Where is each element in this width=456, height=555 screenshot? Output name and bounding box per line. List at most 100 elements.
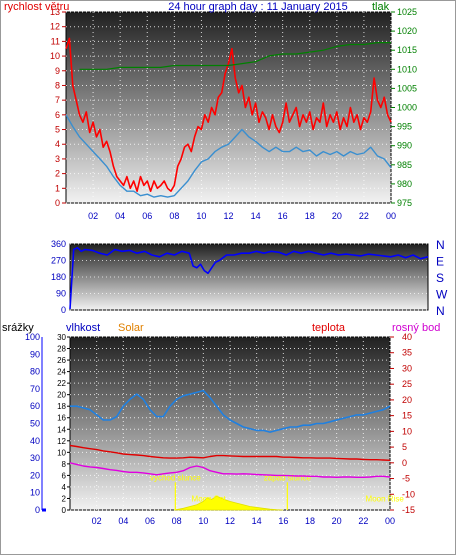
climate-x-tick-label: 04 (118, 516, 128, 526)
direction-panel-background (69, 243, 429, 311)
pressure-axis-tick-label: 985 (397, 160, 412, 170)
wind-axis-tick-label: 13 (50, 7, 60, 17)
wind-panel-background (65, 11, 392, 204)
pressure-line (79, 41, 391, 70)
precip-axis-title: srážky (2, 322, 34, 334)
climate-x-tick-label: 06 (145, 516, 155, 526)
humidity-axis-tick-label: 16 (57, 414, 66, 423)
climate-x-tick-label: 12 (225, 516, 235, 526)
wind-x-tick-label: 10 (196, 211, 206, 221)
humidity-axis-tick-label: 22 (57, 379, 66, 388)
wind-x-tick-label: 22 (359, 211, 369, 221)
humidity-axis-tick-label: 18 (57, 402, 66, 411)
wind-direction-line (69, 246, 429, 310)
wind-x-tick-label: 08 (169, 211, 179, 221)
precip-axis-tick-label: 100 (25, 332, 40, 342)
dewpoint-axis-title: rosný bod (392, 322, 440, 334)
precip-axis-tick-label: 40 (30, 436, 40, 446)
precip-axis-tick-label: 70 (30, 384, 40, 394)
wind-x-tick-label: 16 (278, 211, 288, 221)
temp-axis-tick-label: 15 (402, 411, 412, 421)
humidity-axis-tick-label: 4 (62, 483, 67, 492)
climate-x-tick-label: 00 (385, 516, 395, 526)
chart-title: 24 hour graph day : 11 January 2015 (168, 1, 348, 13)
humidity-axis-tick-label: 8 (62, 460, 67, 469)
wind-x-tick-label: 18 (305, 211, 315, 221)
temp-axis-tick-label: -15 (402, 505, 415, 515)
humidity-axis-tick-label: 2 (62, 494, 67, 503)
solar-area (173, 495, 284, 511)
precip-axis-tick-label: 20 (30, 470, 40, 480)
wind-x-tick-label: 12 (223, 211, 233, 221)
temp-axis-tick-label: 35 (402, 348, 412, 358)
temp-axis-tick-label: 0 (402, 458, 407, 468)
compass-label: E (436, 255, 444, 269)
wind-axis-tick-label: 9 (55, 66, 60, 76)
compass-label: S (436, 271, 444, 285)
direction-axis-tick-label: 360 (51, 239, 66, 249)
direction-axis-tick-label: 0 (61, 305, 66, 315)
wind-x-tick-label: 06 (142, 211, 152, 221)
temp-axis-tick-label: 20 (402, 395, 412, 405)
pressure-axis-tick-label: 975 (397, 198, 412, 208)
precip-axis-tick-label: 60 (30, 401, 40, 411)
pressure-axis-tick-label: 1010 (397, 64, 417, 74)
temp-axis-tick-label: -10 (402, 489, 415, 499)
dewpoint-line (69, 462, 391, 478)
wind-average-line (65, 114, 392, 198)
precip-axis-tick-label: 30 (30, 453, 40, 463)
pressure-axis-tick-label: 990 (397, 141, 412, 151)
solar-axis-title: Solar (118, 322, 144, 334)
wind-x-tick-label: 20 (332, 211, 342, 221)
precip-axis-tick-label: 50 (30, 419, 40, 429)
humidity-axis-tick-label: 30 (57, 333, 66, 342)
precip-axis-tick-label: 90 (30, 349, 40, 359)
sun-event-label: východ slunce (150, 474, 201, 483)
pressure-axis-tick-label: 1025 (397, 7, 417, 17)
humidity-axis-tick-label: 10 (57, 448, 66, 457)
humidity-axis-tick-label: 28 (57, 345, 66, 354)
wind-axis-tick-label: 6 (55, 110, 60, 120)
humidity-axis-tick-label: 12 (57, 437, 66, 446)
climate-x-tick-label: 18 (305, 516, 315, 526)
temp-axis-tick-label: 5 (402, 442, 407, 452)
climate-x-tick-label: 02 (92, 516, 102, 526)
pressure-axis-tick-label: 1015 (397, 45, 417, 55)
wind-axis-tick-label: 0 (55, 198, 60, 208)
temp-axis-tick-label: 10 (402, 426, 412, 436)
climate-panel-background (69, 336, 391, 511)
climate-x-tick-label: 16 (278, 516, 288, 526)
precip-axis-tick-label: 0 (35, 505, 40, 515)
wind-x-tick-label: 02 (88, 211, 98, 221)
precip-axis-tick-label: 10 (30, 488, 40, 498)
wind-axis-tick-label: 1 (55, 183, 60, 193)
wind-axis-tick-label: 11 (51, 36, 60, 46)
wind-axis-title: rychlost větru (4, 1, 69, 13)
wind-x-tick-label: 14 (251, 211, 261, 221)
pressure-axis-tick-label: 995 (397, 122, 412, 132)
temp-axis-tick-label: 40 (402, 332, 412, 342)
humidity-line (70, 389, 391, 433)
compass-label: N (436, 238, 445, 252)
wind-axis-tick-label: 3 (55, 154, 60, 164)
moon-event-label: Moon Set (192, 494, 227, 503)
wind-axis-tick-label: 7 (55, 95, 60, 105)
moon-event-label: Moon Rise (366, 494, 405, 503)
humidity-axis-tick-label: 14 (57, 425, 66, 434)
humidity-axis-tick-label: 6 (62, 471, 67, 480)
wind-gust-line (65, 37, 392, 192)
pressure-axis-title: tlak (372, 1, 390, 13)
temperature-axis-title: teplota (312, 322, 346, 334)
pressure-axis-tick-label: 980 (397, 179, 412, 189)
pressure-axis-tick-label: 1005 (397, 83, 417, 93)
climate-x-tick-label: 22 (358, 516, 368, 526)
pressure-axis-tick-label: 1000 (397, 103, 417, 113)
temp-axis-tick-label: -5 (402, 474, 410, 484)
humidity-axis-title: vlhkost (66, 322, 100, 334)
humidity-axis-tick-label: 26 (57, 356, 66, 365)
climate-x-tick-label: 08 (172, 516, 182, 526)
sun-event-label: západ slunce (264, 474, 312, 483)
direction-axis-tick-label: 90 (56, 289, 66, 299)
